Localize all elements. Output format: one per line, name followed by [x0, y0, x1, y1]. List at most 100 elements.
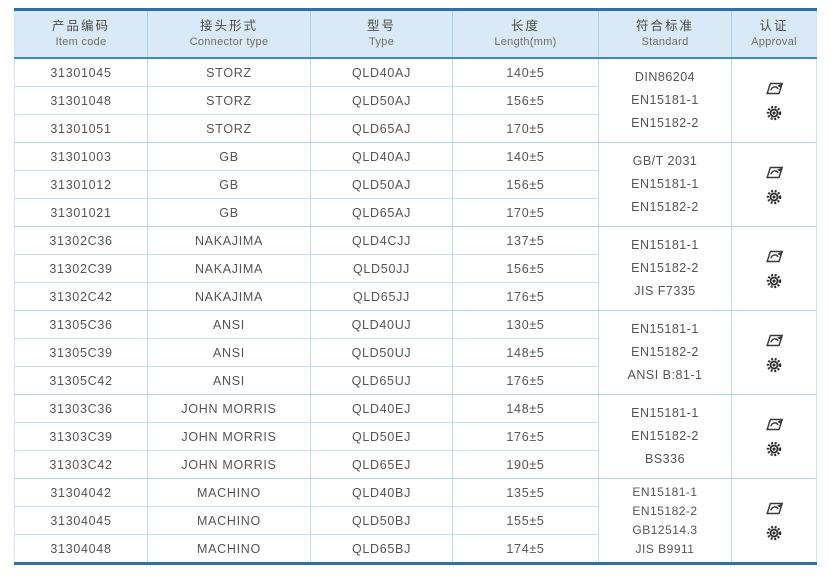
col-header-approval-en: Approval [751, 36, 797, 48]
connector-type-cell: ANSI [147, 366, 311, 395]
col-header-connector-type: 接头形式 Connector type [147, 9, 311, 59]
type-cell: QLD40UJ [310, 310, 453, 339]
standard-line: JIS F7335 [634, 284, 696, 298]
item-code-cell: 31304045 [14, 506, 148, 535]
standard-line: EN15182-2 [631, 116, 699, 130]
item-code-cell: 31301012 [14, 170, 148, 199]
table-row: 31305C42 ANSI QLD65UJ 176±5 [14, 366, 817, 395]
connector-type-cell: GB [147, 142, 311, 171]
type-cell: QLD50AJ [310, 170, 453, 199]
type-cell: QLD40AJ [310, 58, 453, 87]
standard-line: EN15181-1 [631, 238, 699, 252]
connector-type-cell: MACHINO [147, 534, 311, 564]
standard-line: EN15181-1 [632, 484, 698, 499]
length-cell: 155±5 [452, 506, 599, 535]
col-header-approval: 认证 Approval [731, 9, 817, 59]
col-header-type-en: Type [368, 36, 395, 48]
item-code-cell: 31304048 [14, 534, 148, 564]
length-cell: 156±5 [452, 254, 599, 283]
approval-icon-stack [732, 417, 816, 457]
table-row: 31304045 MACHINO QLD50BJ 155±5 [14, 506, 817, 535]
type-cell: QLD65UJ [310, 366, 453, 395]
col-header-item-code-zh: 产品编码 [51, 19, 110, 33]
item-code-cell: 31304042 [14, 478, 148, 507]
standard-line: GB/T 2031 [632, 154, 698, 168]
connector-type-cell: NAKAJIMA [147, 226, 311, 255]
item-code-cell: 31303C36 [14, 394, 148, 423]
connector-type-cell: ANSI [147, 338, 311, 367]
product-spec-table-wrap: 产品编码 Item code 接头形式 Connector type 型号 Type … [14, 8, 817, 565]
wheelmark-gear-icon [766, 189, 782, 205]
length-cell: 135±5 [452, 478, 599, 507]
connector-type-cell: STORZ [147, 58, 311, 87]
type-cell: QLD50JJ [310, 254, 453, 283]
length-cell: 174±5 [452, 534, 599, 564]
length-cell: 170±5 [452, 114, 599, 143]
item-code-cell: 31302C39 [14, 254, 148, 283]
connector-type-cell: MACHINO [147, 478, 311, 507]
item-code-cell: 31301048 [14, 86, 148, 115]
length-cell: 148±5 [452, 394, 599, 423]
approval-icon-stack [732, 165, 816, 205]
type-cell: QLD4CJJ [310, 226, 453, 255]
length-cell: 140±5 [452, 58, 599, 87]
connector-type-cell: MACHINO [147, 506, 311, 535]
connector-type-cell: JOHN MORRIS [147, 422, 311, 451]
table-body: 31301045 STORZ QLD40AJ 140±5 DIN86204 EN… [14, 58, 817, 564]
standard-cell: EN15181-1 EN15182-2 ANSI B:81-1 [598, 310, 732, 395]
standard-line: EN15181-1 [631, 406, 699, 420]
table-row: 31303C39 JOHN MORRIS QLD50EJ 176±5 [14, 422, 817, 451]
type-cell: QLD40BJ [310, 478, 453, 507]
wheelmark-gear-icon [766, 105, 782, 121]
product-spec-table: 产品编码 Item code 接头形式 Connector type 型号 Type … [14, 8, 817, 565]
standard-line: DIN86204 [634, 70, 696, 84]
connector-type-cell: GB [147, 198, 311, 227]
col-header-type-zh: 型号 [366, 19, 396, 33]
col-header-connector-type-zh: 接头形式 [199, 19, 258, 33]
table-row: 31302C42 NAKAJIMA QLD65JJ 176±5 [14, 282, 817, 311]
item-code-cell: 31301051 [14, 114, 148, 143]
type-cell: QLD40AJ [310, 142, 453, 171]
type-cell: QLD65AJ [310, 114, 453, 143]
table-row: 31301051 STORZ QLD65AJ 170±5 [14, 114, 817, 143]
col-header-length-en: Length(mm) [494, 36, 557, 48]
table-row: 31303C42 JOHN MORRIS QLD65EJ 190±5 [14, 450, 817, 479]
length-cell: 156±5 [452, 170, 599, 199]
type-cell: QLD65AJ [310, 198, 453, 227]
certificate-logo-icon [764, 249, 784, 264]
wheelmark-gear-icon [766, 357, 782, 373]
item-code-cell: 31301045 [50, 65, 112, 80]
standard-line: EN15182-2 [631, 261, 699, 275]
type-cell: QLD50UJ [310, 338, 453, 367]
length-cell: 190±5 [452, 450, 599, 479]
item-code-cell: 31305C36 [14, 310, 148, 339]
connector-type-cell: JOHN MORRIS [147, 450, 311, 479]
length-cell: 156±5 [452, 86, 599, 115]
table-row: 31301048 STORZ QLD50AJ 156±5 [14, 86, 817, 115]
connector-type-cell: NAKAJIMA [147, 254, 311, 283]
certificate-logo-icon [764, 417, 784, 432]
item-code-cell: 31301003 [14, 142, 148, 171]
approval-cell [731, 478, 817, 564]
standard-line: EN15181-1 [631, 93, 699, 107]
type-cell: QLD50BJ [310, 506, 453, 535]
approval-icon-stack [732, 81, 816, 121]
type-cell: QLD65EJ [310, 450, 453, 479]
type-cell: QLD65BJ [310, 534, 453, 564]
connector-type-cell: STORZ [147, 86, 311, 115]
type-cell: QLD50EJ [310, 422, 453, 451]
certificate-logo-icon [764, 165, 784, 180]
approval-cell [731, 58, 817, 143]
standard-cell: DIN86204 EN15181-1 EN15182-2 [598, 58, 732, 143]
length-cell: 140±5 [452, 142, 599, 171]
standard-line: GB12514.3 [632, 522, 698, 537]
length-cell: 137±5 [452, 226, 599, 255]
approval-icon-stack [732, 501, 816, 541]
col-header-approval-zh: 认证 [759, 19, 789, 33]
approval-cell [731, 142, 817, 227]
certificate-logo-icon [764, 333, 784, 348]
type-cell: QLD40EJ [310, 394, 453, 423]
length-cell: 176±5 [452, 366, 599, 395]
table-row: 31304048 MACHINO QLD65BJ 174±5 [14, 534, 817, 564]
standard-cell: EN15181-1 EN15182-2 BS336 [598, 394, 732, 479]
